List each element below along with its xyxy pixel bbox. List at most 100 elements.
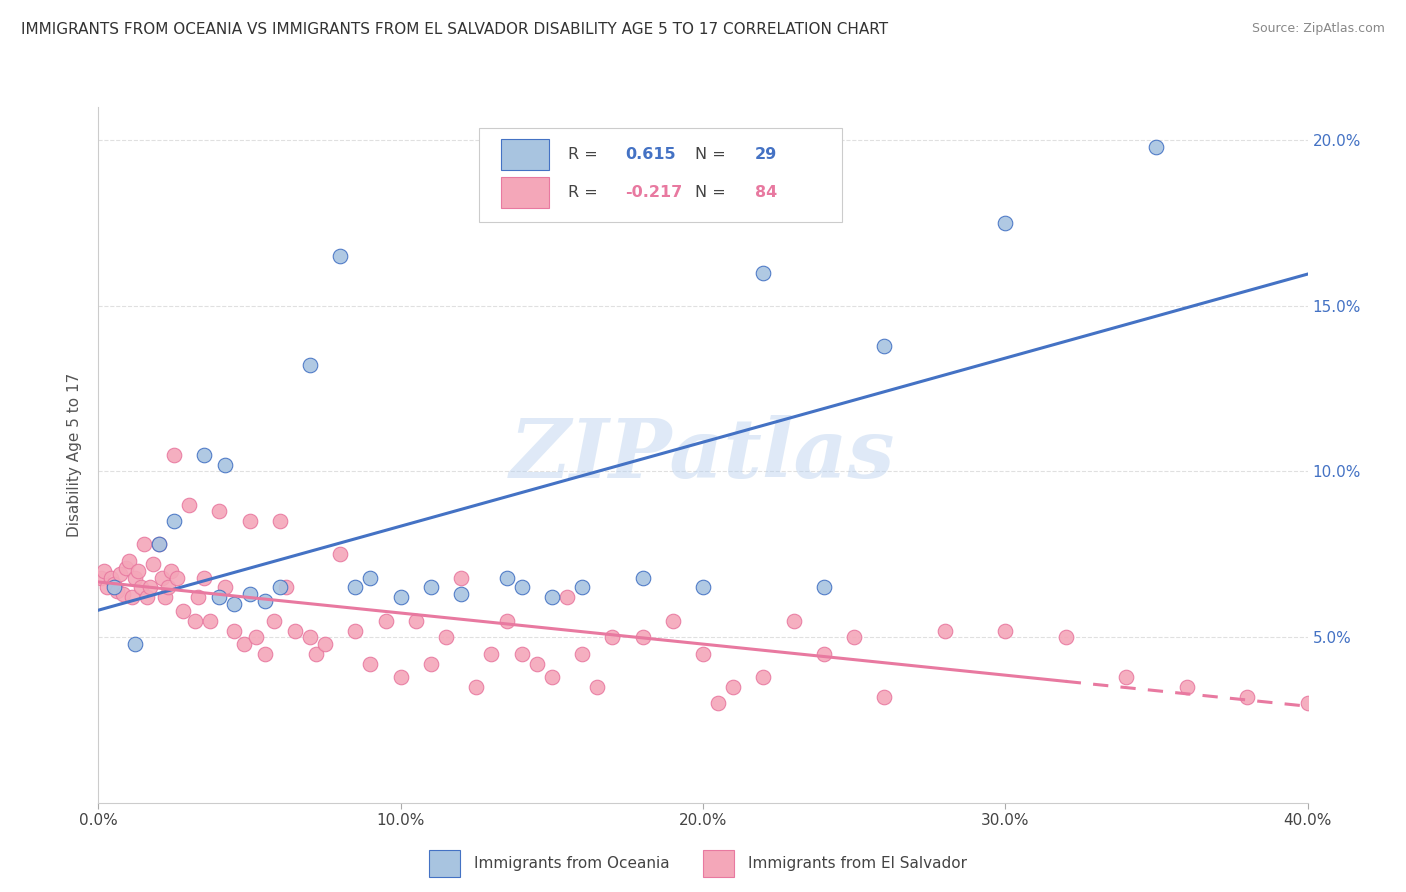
Point bbox=[163, 514, 186, 528]
Point bbox=[783, 614, 806, 628]
Point bbox=[100, 570, 122, 584]
Point bbox=[200, 614, 222, 628]
Point bbox=[450, 587, 472, 601]
Point bbox=[187, 591, 209, 605]
Point bbox=[163, 448, 186, 462]
Point bbox=[148, 537, 170, 551]
Point bbox=[344, 581, 367, 595]
Point bbox=[1115, 670, 1137, 684]
Point bbox=[631, 570, 654, 584]
Point bbox=[193, 570, 215, 584]
Point bbox=[707, 697, 730, 711]
Point bbox=[752, 266, 775, 280]
Point bbox=[495, 614, 517, 628]
Point bbox=[374, 614, 396, 628]
Point bbox=[314, 637, 336, 651]
Point bbox=[540, 670, 562, 684]
Point bbox=[224, 624, 246, 638]
Text: R =: R = bbox=[568, 147, 602, 161]
Point bbox=[239, 587, 262, 601]
Text: Source: ZipAtlas.com: Source: ZipAtlas.com bbox=[1251, 22, 1385, 36]
Point bbox=[103, 581, 125, 595]
Point bbox=[139, 581, 162, 595]
Point bbox=[1054, 630, 1077, 644]
Point bbox=[1144, 140, 1167, 154]
Point bbox=[253, 593, 276, 607]
Point bbox=[360, 657, 382, 671]
Y-axis label: Disability Age 5 to 17: Disability Age 5 to 17 bbox=[67, 373, 83, 537]
Text: N =: N = bbox=[695, 186, 730, 200]
Point bbox=[103, 577, 125, 591]
Point bbox=[602, 630, 624, 644]
Point bbox=[526, 657, 548, 671]
Point bbox=[224, 597, 246, 611]
Point bbox=[239, 514, 262, 528]
Point bbox=[934, 624, 956, 638]
Point bbox=[662, 614, 685, 628]
Point bbox=[389, 591, 412, 605]
Point bbox=[96, 581, 118, 595]
Text: IMMIGRANTS FROM OCEANIA VS IMMIGRANTS FROM EL SALVADOR DISABILITY AGE 5 TO 17 CO: IMMIGRANTS FROM OCEANIA VS IMMIGRANTS FR… bbox=[21, 22, 889, 37]
Point bbox=[142, 558, 165, 572]
Point bbox=[510, 647, 533, 661]
Point bbox=[166, 570, 188, 584]
Point bbox=[813, 581, 835, 595]
Point bbox=[121, 591, 143, 605]
Point bbox=[1357, 670, 1379, 684]
Point bbox=[389, 670, 412, 684]
Point bbox=[631, 630, 654, 644]
Point bbox=[90, 570, 112, 584]
Point bbox=[108, 567, 131, 582]
Point bbox=[179, 498, 201, 512]
Point bbox=[344, 624, 367, 638]
Point bbox=[844, 630, 866, 644]
Point bbox=[299, 630, 322, 644]
Point bbox=[153, 591, 176, 605]
Point bbox=[450, 570, 472, 584]
Point bbox=[752, 670, 775, 684]
Point bbox=[873, 338, 896, 352]
Point bbox=[586, 680, 609, 694]
Point bbox=[111, 587, 134, 601]
Point bbox=[692, 581, 714, 595]
Point bbox=[994, 216, 1017, 230]
Point bbox=[434, 630, 457, 644]
Point bbox=[118, 554, 141, 568]
Point bbox=[274, 581, 297, 595]
Point bbox=[329, 547, 352, 561]
Point bbox=[571, 647, 593, 661]
Point bbox=[114, 560, 136, 574]
Point bbox=[1175, 680, 1198, 694]
Text: Immigrants from Oceania: Immigrants from Oceania bbox=[474, 856, 669, 871]
Point bbox=[208, 504, 231, 518]
Point bbox=[465, 680, 488, 694]
Point bbox=[93, 564, 115, 578]
Point bbox=[124, 570, 146, 584]
Text: -0.217: -0.217 bbox=[626, 186, 683, 200]
Point bbox=[124, 637, 146, 651]
Point bbox=[127, 564, 149, 578]
Point bbox=[1236, 690, 1258, 704]
Text: N =: N = bbox=[695, 147, 730, 161]
Point bbox=[360, 570, 382, 584]
Point bbox=[193, 448, 215, 462]
Point bbox=[172, 604, 194, 618]
Point bbox=[420, 581, 443, 595]
FancyBboxPatch shape bbox=[479, 128, 842, 222]
Point bbox=[540, 591, 562, 605]
Point bbox=[510, 581, 533, 595]
Text: R =: R = bbox=[568, 186, 602, 200]
Point bbox=[284, 624, 307, 638]
Point bbox=[148, 537, 170, 551]
FancyBboxPatch shape bbox=[501, 177, 550, 208]
Point bbox=[692, 647, 714, 661]
Point bbox=[208, 591, 231, 605]
Text: 0.615: 0.615 bbox=[626, 147, 676, 161]
Point bbox=[132, 537, 155, 551]
Point bbox=[184, 614, 207, 628]
Point bbox=[135, 591, 157, 605]
Point bbox=[405, 614, 427, 628]
Point bbox=[555, 591, 578, 605]
Point bbox=[420, 657, 443, 671]
FancyBboxPatch shape bbox=[501, 138, 550, 170]
